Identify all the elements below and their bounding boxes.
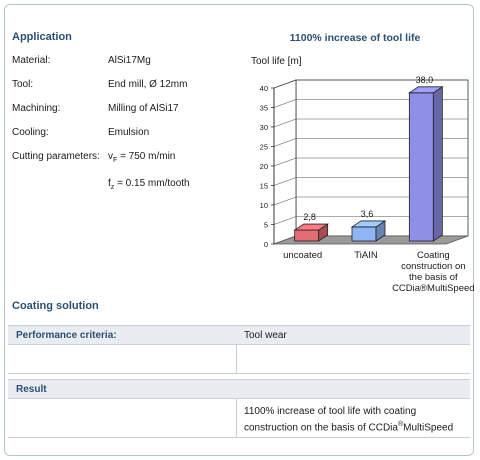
chart-y-tick-label: 0 xyxy=(264,240,268,249)
chart-bar xyxy=(293,223,329,242)
cooling-value: Emulsion xyxy=(108,127,150,138)
chart-gridline xyxy=(273,79,468,89)
tool-life-chart: 1100% increase of tool life Tool life [m… xyxy=(251,32,475,294)
feed-value: fz = 0.15 mm/tooth xyxy=(108,178,190,191)
table-divider xyxy=(236,345,237,373)
chart-category-label: Coating construction on the basis of CCDia®… xyxy=(392,250,475,294)
chart-bar xyxy=(350,220,387,242)
machining-label: Machining: xyxy=(12,103,61,114)
chart-y-tick-label: 40 xyxy=(260,84,268,93)
result-line-2: construction on the basis of CCDia®Multi… xyxy=(244,418,469,434)
chart-value-label: 3,6 xyxy=(361,209,374,219)
cutting-speed-text: = 750 m/min xyxy=(120,151,176,162)
performance-criteria-label: Performance criteria: xyxy=(16,330,117,341)
chart-value-label: 2,8 xyxy=(303,212,316,222)
result-title: Result xyxy=(16,384,47,395)
chart-bar xyxy=(408,86,444,242)
chart-y-tick-label: 15 xyxy=(260,182,268,191)
cutting-parameters-label: Cutting parameters: xyxy=(12,151,100,162)
result-line-2-suffix: MultiSpeed xyxy=(403,422,454,434)
chart-y-tick-label: 35 xyxy=(260,104,268,113)
cutting-speed-symbol: v xyxy=(108,151,113,162)
cutting-speed-value: vF = 750 m/min xyxy=(108,151,175,164)
result-line-2-text: construction on the basis of CCDia xyxy=(244,422,398,434)
chart-y-tick-label: 5 xyxy=(264,221,268,230)
feed-symbol: f xyxy=(108,178,111,189)
chart-y-tick-label: 30 xyxy=(260,123,268,132)
material-value: AlSi17Mg xyxy=(108,55,151,66)
coating-solution-title: Coating solution xyxy=(12,300,99,312)
feed-subscript: z xyxy=(110,184,115,191)
performance-criteria-row: Performance criteria: Tool wear xyxy=(8,325,470,345)
chart-y-tick-label: 20 xyxy=(260,162,268,171)
result-text: 1100% increase of tool life with coating… xyxy=(244,405,469,434)
tool-label: Tool: xyxy=(12,79,34,90)
cooling-label: Cooling: xyxy=(12,127,49,138)
chart-y-axis-label: Tool life [m] xyxy=(251,56,302,67)
cutting-speed-subscript: F xyxy=(113,157,118,164)
result-divider xyxy=(236,399,237,437)
chart-category-label: TiAIN xyxy=(354,250,378,261)
result-registered-mark: ® xyxy=(397,421,404,428)
performance-criteria-value: Tool wear xyxy=(244,330,287,341)
feed-text: = 0.15 mm/tooth xyxy=(117,178,190,189)
chart-y-tick-label: 25 xyxy=(260,143,268,152)
chart-y-tick-label: 10 xyxy=(260,201,268,210)
table-rule xyxy=(8,373,470,374)
chart-title: 1100% increase of tool life xyxy=(290,32,421,44)
result-line-1: 1100% increase of tool life with coating xyxy=(244,406,417,417)
chart-category-label: uncoated xyxy=(283,250,322,261)
machining-value: Milling of AlSi17 xyxy=(108,103,179,114)
chart-value-label: 38,0 xyxy=(416,75,434,85)
result-row: Result xyxy=(8,379,470,399)
application-title: Application xyxy=(12,31,72,43)
material-label: Material: xyxy=(12,55,51,66)
tool-value: End mill, Ø 12mm xyxy=(108,79,188,90)
result-rule xyxy=(8,437,470,438)
